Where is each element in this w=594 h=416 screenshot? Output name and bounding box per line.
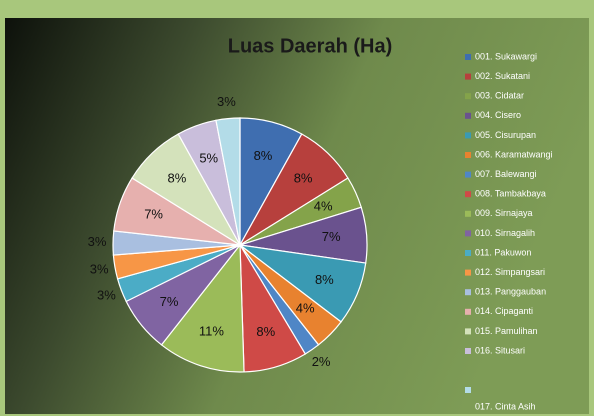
slice-label: 4% — [314, 198, 333, 213]
slice-label: 7% — [160, 294, 179, 309]
slice-label: 3% — [97, 287, 116, 302]
legend-marker — [465, 93, 471, 100]
slice-label: 7% — [322, 229, 341, 244]
legend-marker — [465, 210, 471, 217]
legend-label: 015. Pamulihan — [475, 326, 538, 336]
legend-marker — [465, 54, 471, 60]
pie-slice — [160, 243, 245, 373]
slice-label: 11% — [199, 323, 224, 338]
legend-marker — [465, 191, 471, 198]
legend-label: 007. Balewangi — [475, 169, 537, 179]
legend-marker — [465, 308, 471, 315]
legend-label: 012. Simpangsari — [475, 267, 545, 277]
legend-label: 004. Cisero — [475, 110, 521, 120]
legend-label: 017. Cinta Asih — [475, 401, 536, 411]
slice-label: 2% — [312, 354, 331, 369]
slice-label: 3% — [88, 234, 107, 249]
slice-label: 3% — [90, 261, 109, 276]
legend-marker — [465, 132, 471, 139]
legend-marker — [465, 230, 471, 237]
slice-label: 4% — [296, 301, 315, 316]
legend-marker — [465, 269, 471, 276]
slice-label: 8% — [168, 170, 187, 185]
legend-marker — [465, 171, 471, 178]
legend-label: 003. Cidatar — [475, 91, 524, 101]
slice-label: 8% — [254, 148, 273, 163]
pie-slice — [215, 117, 241, 246]
legend-marker — [465, 152, 471, 158]
slice-label: 8% — [315, 272, 334, 287]
legend-label: 009. Sirnajaya — [475, 208, 533, 218]
legend-marker — [465, 112, 471, 119]
chart-title: Luas Daerah (Ha) — [228, 35, 393, 57]
legend-marker — [465, 387, 471, 393]
legend-label: 001. Sukawargi — [475, 51, 537, 61]
slice-label: 8% — [294, 170, 313, 185]
legend-marker — [465, 73, 471, 80]
legend-label: 008. Tambakbaya — [475, 189, 546, 199]
legend-marker — [465, 250, 471, 256]
slice-label: 8% — [256, 324, 275, 339]
legend-label: 002. Sukatani — [475, 71, 530, 81]
legend-marker — [465, 348, 471, 354]
legend-label: 013. Panggauban — [475, 287, 546, 297]
legend-label: 011. Pakuwon — [475, 247, 531, 257]
legend-label: 006. Karamatwangi — [475, 149, 553, 159]
slice-label: 7% — [144, 207, 163, 222]
slice-label: 3% — [217, 94, 236, 109]
legend-label: 010. Sirnagalih — [475, 228, 535, 238]
legend-marker — [465, 289, 471, 296]
legend-label: 016. Situsari — [475, 345, 525, 355]
slice-label: 5% — [199, 151, 218, 166]
legend-marker — [465, 328, 471, 335]
legend-label: 005. Cisurupan — [475, 130, 536, 140]
legend-label: 014. Cipaganti — [475, 306, 533, 316]
